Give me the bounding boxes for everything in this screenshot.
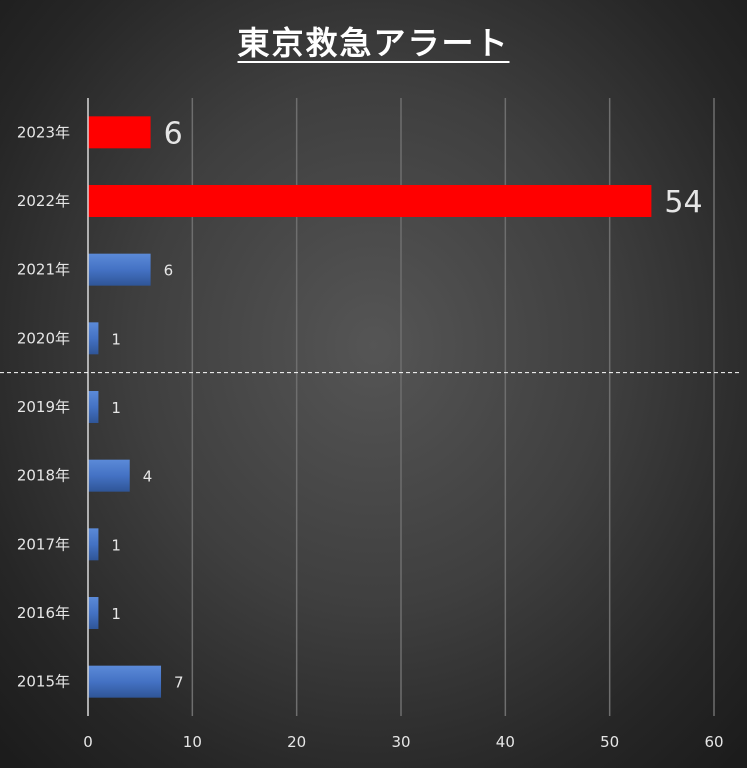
bar-highlighted [88, 116, 151, 149]
y-category-label: 2020年 [17, 329, 70, 347]
data-label: 54 [664, 185, 702, 220]
axes [0, 98, 740, 716]
bars [88, 116, 652, 698]
data-label: 1 [111, 330, 121, 348]
x-tick-label: 50 [600, 733, 619, 751]
x-tick-label: 30 [391, 733, 410, 751]
x-tick-label: 0 [83, 733, 93, 751]
y-category-label: 2019年 [17, 398, 70, 416]
bar [88, 391, 99, 423]
bar [88, 665, 162, 698]
chart-title: 東京救急アラート [237, 24, 510, 62]
bar [88, 528, 99, 561]
y-category-label: 2021年 [17, 261, 70, 279]
data-label: 1 [111, 536, 121, 554]
y-category-label: 2017年 [17, 535, 70, 553]
bar [88, 597, 99, 629]
bar [88, 459, 130, 492]
y-category-label: 2018年 [17, 467, 70, 485]
x-tick-label: 60 [704, 733, 723, 751]
data-label: 7 [174, 674, 184, 692]
y-category-label: 2016年 [17, 604, 70, 622]
bar [88, 322, 99, 355]
y-category-label: 2023年 [17, 123, 70, 141]
data-label: 1 [111, 605, 121, 623]
data-label: 1 [111, 399, 121, 417]
bar [88, 253, 151, 286]
labels: 0 10 20 30 40 50 60 2023年 6 2022年 54 2021年 6 2020年 1 20… [17, 116, 724, 751]
y-category-label: 2022年 [17, 192, 70, 210]
data-label: 4 [143, 468, 153, 486]
data-label: 6 [164, 116, 183, 151]
x-tick-label: 40 [496, 733, 515, 751]
data-label: 6 [164, 262, 174, 280]
bar-highlighted [88, 185, 652, 217]
y-category-label: 2015年 [17, 673, 70, 691]
x-tick-label: 20 [287, 733, 306, 751]
x-tick-label: 10 [183, 733, 202, 751]
